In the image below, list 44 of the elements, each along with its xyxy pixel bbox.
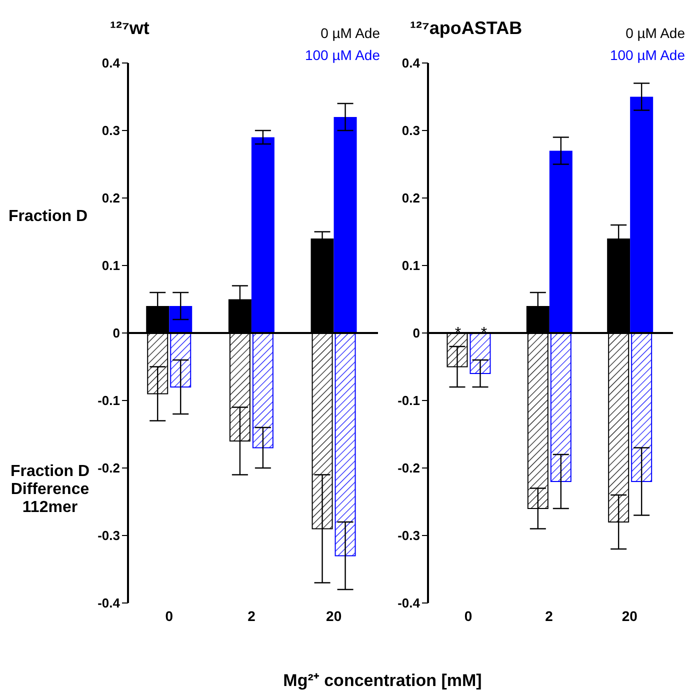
bar (470, 332, 491, 374)
bar (630, 96, 654, 333)
y-tick-label: -0.4 (98, 596, 121, 611)
y-tick-label: -0.2 (398, 460, 420, 476)
bar (251, 137, 274, 333)
bar (550, 332, 572, 482)
x-axis-title: Mg²⁺ concentration [mM] (282, 670, 483, 691)
text: 0 µM Ade (624, 24, 685, 43)
bar (169, 306, 192, 333)
y-axis-title: Fraction D (8, 208, 88, 226)
y-tick-label: -0.4 (398, 596, 421, 611)
y-tick-label: 0.4 (402, 56, 421, 71)
y-tick-label: 0.3 (402, 123, 420, 138)
y-tick-label: 0.3 (102, 123, 120, 138)
x-tick-label: 0 (464, 608, 472, 624)
y-tick-label: 0 (112, 326, 120, 341)
bar (252, 332, 274, 448)
y-tick-label: 0.2 (102, 190, 120, 206)
text: 100 µM Ade (610, 46, 685, 65)
chart-title: ¹²⁷apoASTAB (410, 18, 522, 39)
y-tick-label: -0.1 (98, 393, 120, 408)
bar (549, 150, 572, 333)
bar (170, 332, 192, 388)
y-tick-label: -0.1 (398, 393, 420, 408)
bar (334, 332, 356, 556)
y-tick-label: 0.2 (402, 190, 420, 206)
y-tick-label: 0.1 (402, 258, 420, 274)
y-tick-label: 0 (412, 326, 420, 341)
y-tick-label: -0.3 (398, 528, 420, 544)
y-tick-label: -0.2 (98, 460, 120, 476)
y-tick-label: -0.3 (98, 528, 120, 544)
bar (334, 117, 357, 333)
y-tick-label: 0.4 (102, 56, 121, 71)
bar (631, 332, 652, 482)
text: 0 µM Ade (320, 24, 380, 43)
x-tick-label: 2 (545, 608, 554, 624)
text: Fraction D Difference 112mer (10, 463, 90, 516)
y-tick-label: 0.1 (102, 258, 120, 274)
x-tick-label: 20 (326, 608, 342, 624)
x-tick-label: 2 (248, 608, 256, 624)
x-tick-label: 20 (622, 608, 638, 624)
chart-title: ¹²⁷wt (110, 18, 150, 39)
x-tick-label: 0 (165, 608, 174, 624)
text: 100 µM Ade (304, 46, 380, 65)
